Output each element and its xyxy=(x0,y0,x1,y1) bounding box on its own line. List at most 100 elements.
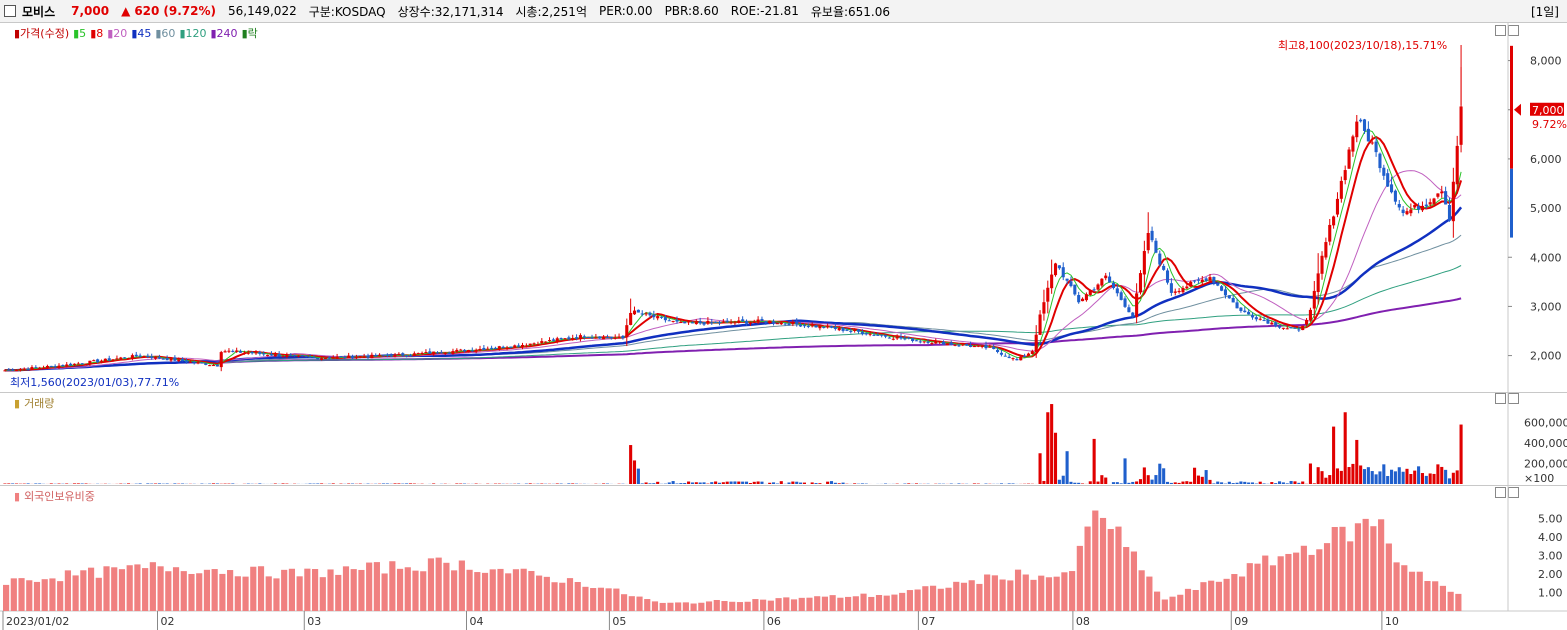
volume-bar xyxy=(138,483,142,484)
candle-body xyxy=(181,358,185,362)
candle-body xyxy=(72,363,76,365)
foreign-ratio-bar xyxy=(64,570,71,611)
candle-body xyxy=(660,316,664,318)
foreign-ratio-bar xyxy=(103,566,110,611)
candle-body xyxy=(11,369,15,371)
volume-bar xyxy=(1436,464,1440,484)
volume-bar xyxy=(1355,439,1359,484)
foreign-ratio-bar xyxy=(111,567,118,611)
select-checkbox[interactable] xyxy=(4,5,16,17)
ma-line-5 xyxy=(4,129,1462,371)
foreign-ratio-bar xyxy=(551,582,558,611)
candle-body xyxy=(1328,224,1332,242)
listed-shares: 상장수:32,171,314 xyxy=(397,4,504,19)
legend-item[interactable]: ▮락 xyxy=(241,27,258,40)
x-tick-label: 05 xyxy=(612,615,626,628)
candle-body xyxy=(845,329,849,331)
candle-body xyxy=(246,352,250,354)
volume-bar xyxy=(733,481,737,484)
legend-item[interactable]: ▮45 xyxy=(131,27,152,40)
candle-body xyxy=(984,344,988,349)
volume-bar xyxy=(802,482,806,484)
candle-body xyxy=(783,323,787,325)
candle-body xyxy=(1092,289,1096,291)
candle-body xyxy=(721,321,725,323)
candle-body xyxy=(235,350,239,352)
candle-body xyxy=(791,321,795,325)
volume-bar xyxy=(972,483,976,484)
price-pane-controls[interactable] xyxy=(1493,25,1519,39)
candle-body xyxy=(327,357,331,359)
legend-item[interactable]: ▮5 xyxy=(73,27,87,40)
x-tick-label: 08 xyxy=(1076,615,1090,628)
period-selector[interactable]: [1일] xyxy=(1530,5,1559,19)
minimize-icon[interactable] xyxy=(1495,393,1506,404)
candle-body xyxy=(242,352,246,354)
foreign-ratio-bar xyxy=(366,562,373,611)
legend-item[interactable]: ▮8 xyxy=(90,27,104,40)
volume-bar xyxy=(744,481,749,484)
candle-body xyxy=(922,341,926,343)
volume-bar xyxy=(741,481,745,484)
candle-body xyxy=(177,359,181,362)
candle-body xyxy=(795,321,799,325)
price-legend: ▮가격(수정) ▮5 ▮8 ▮20 ▮45 ▮60 ▮120 ▮240 ▮락 xyxy=(14,25,262,41)
foreign-ratio-bar xyxy=(590,588,597,611)
candle-body xyxy=(1390,184,1394,193)
volume-bar xyxy=(146,483,150,484)
foreign-ratio-bar xyxy=(157,566,164,611)
candle-body xyxy=(1247,311,1251,315)
candle-body xyxy=(1208,277,1212,281)
candle-body xyxy=(22,368,26,370)
x-tick-label: 2023/01/02 xyxy=(6,615,69,628)
candle-body xyxy=(227,350,231,352)
minimize-icon[interactable] xyxy=(1495,25,1506,36)
candle-body xyxy=(1308,309,1312,321)
candle-body xyxy=(1073,284,1077,295)
foreign-ratio-bar xyxy=(281,569,288,611)
x-tick-label: 07 xyxy=(921,615,935,628)
candle-body xyxy=(671,320,675,322)
foreign-ratio-bar xyxy=(273,578,280,611)
foreign-ratio-bar xyxy=(227,570,234,611)
volume-bar xyxy=(679,483,683,484)
candle-body xyxy=(1115,288,1119,294)
candle-body xyxy=(833,327,837,329)
foreign-ratio-bar xyxy=(690,603,697,611)
candle-body xyxy=(876,334,880,336)
legend-item[interactable]: ▮60 xyxy=(155,27,176,40)
volume-bar xyxy=(1235,482,1239,484)
legend-item[interactable]: ▮120 xyxy=(179,27,207,40)
foreign-ratio-bar xyxy=(420,571,427,611)
candle-body xyxy=(1332,216,1336,226)
minimize-icon[interactable] xyxy=(1495,487,1506,498)
candle-body xyxy=(764,321,768,323)
legend-item[interactable]: ▮20 xyxy=(107,27,128,40)
candle-body xyxy=(744,320,749,324)
foreign-ratio-bar xyxy=(211,569,218,611)
volume-bar xyxy=(215,483,219,484)
volume-bar xyxy=(1162,468,1166,484)
foreign-ratio-bar xyxy=(1030,579,1037,611)
foreign-ratio-bar xyxy=(396,568,404,611)
legend-item[interactable]: ▮240 xyxy=(210,27,238,40)
candle-body xyxy=(126,358,131,360)
volume-bar xyxy=(38,483,42,484)
candle-body xyxy=(1034,334,1038,353)
candle-body xyxy=(590,337,594,339)
volume-tick-label: 200,000 xyxy=(1524,458,1567,471)
candle-body xyxy=(563,338,567,340)
volume-bar xyxy=(1285,483,1289,484)
legend-item[interactable]: ▮가격(수정) xyxy=(14,27,70,40)
foreign-tick-label: 2.00 xyxy=(1538,568,1563,581)
volume-bar xyxy=(853,483,857,484)
volume-bar xyxy=(957,483,961,484)
foreign-ratio-bar xyxy=(1370,526,1377,611)
foreign-ratio-bar xyxy=(1115,526,1122,611)
candle-body xyxy=(296,355,301,357)
volume-bar xyxy=(1065,451,1069,484)
candle-body xyxy=(968,344,973,347)
foreign-ratio-bar xyxy=(165,571,172,611)
candle-body xyxy=(69,363,73,366)
